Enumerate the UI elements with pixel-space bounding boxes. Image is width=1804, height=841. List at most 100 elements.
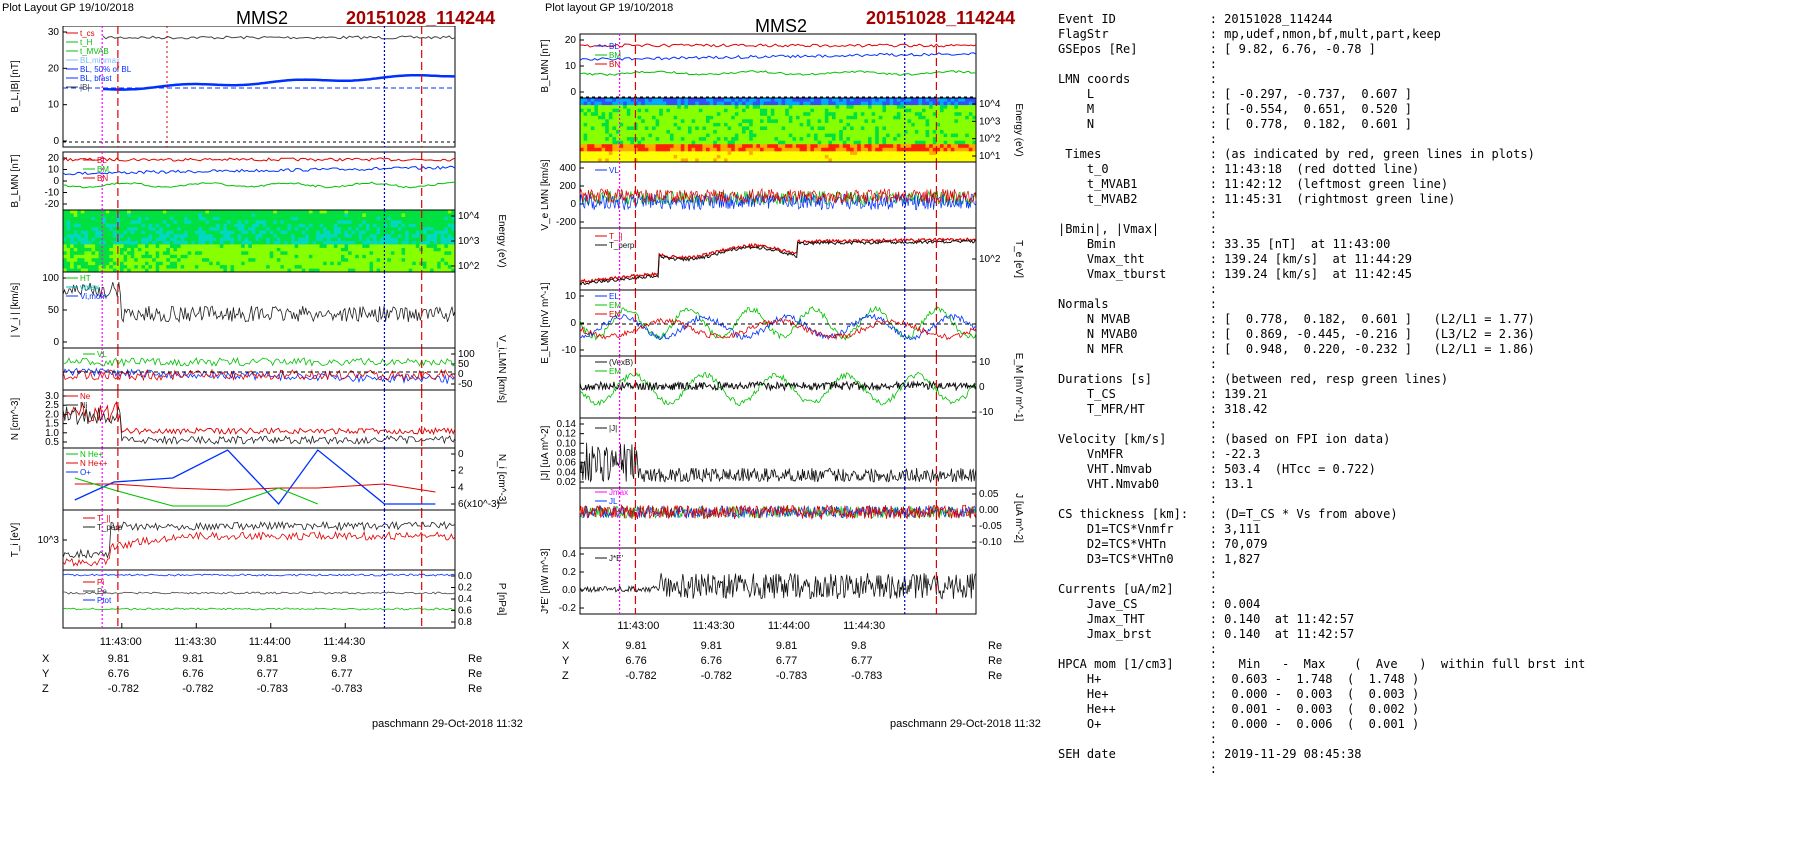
spectrogram-cell <box>896 144 901 149</box>
spectrogram-cell <box>846 101 851 106</box>
spectrogram-cell <box>752 112 757 117</box>
spectrogram-cell <box>648 140 653 145</box>
spectrogram-cell <box>698 144 703 149</box>
spectrogram-cell <box>860 112 865 117</box>
spectrogram-cell <box>972 105 977 110</box>
spectrogram-cell <box>634 119 638 124</box>
spectrogram-cell <box>644 126 649 131</box>
spectrogram-cell <box>444 220 449 225</box>
spectrogram-cell <box>251 251 256 256</box>
spectrogram-cell <box>415 234 420 238</box>
spectrogram-cell <box>248 227 253 231</box>
spectrogram-cell <box>155 241 160 245</box>
spectrogram-cell <box>853 151 858 156</box>
spectrogram-cell <box>677 126 682 131</box>
spectrogram-cell <box>720 151 725 156</box>
spectrogram-cell <box>904 140 908 145</box>
spectrogram-cell <box>817 122 822 127</box>
spectrogram-cell <box>255 230 260 235</box>
spectrogram-cell <box>109 237 114 242</box>
spectrogram-cell <box>155 220 160 225</box>
spectrogram-cell <box>319 244 324 249</box>
spectrogram-cell <box>415 241 420 245</box>
spectrogram-cell <box>680 122 685 127</box>
spectrogram-cell <box>105 210 110 214</box>
spectrogram-cell <box>662 154 667 159</box>
spectrogram-cell <box>846 133 851 138</box>
spectrogram-cell <box>904 98 908 102</box>
spectrogram-cell <box>680 126 685 131</box>
spectrogram-cell <box>623 147 628 152</box>
spectrogram-cell <box>365 227 370 231</box>
spectrogram-cell <box>824 137 829 142</box>
spectrogram-cell <box>583 133 588 138</box>
spectrogram-cell <box>394 244 399 249</box>
spectrogram-cell <box>940 137 944 142</box>
spectrogram-cell <box>191 220 196 225</box>
spectrogram-cell <box>875 158 880 163</box>
spectrogram-cell <box>433 210 438 214</box>
spectrogram-cell <box>422 258 427 262</box>
spectrogram-cell <box>738 112 743 117</box>
spectrogram-cell <box>918 126 923 131</box>
spectrogram-cell <box>716 105 721 110</box>
spectrogram-cell <box>123 258 128 262</box>
spectrogram-cell <box>451 216 456 221</box>
spectrogram-cell <box>684 151 689 156</box>
spectrogram-cell <box>914 98 919 102</box>
spectrogram-cell <box>369 223 374 228</box>
spectrogram-cell <box>904 158 908 163</box>
spectrogram-cell <box>648 130 653 134</box>
spectrogram-cell <box>358 265 363 269</box>
spectrogram-cell <box>84 234 89 238</box>
spectrogram-cell <box>666 144 671 149</box>
spectrogram-cell <box>659 122 664 127</box>
spectrogram-cell <box>626 133 631 138</box>
spectrogram-cell <box>634 140 638 145</box>
spectrogram-cell <box>344 254 349 259</box>
spectrogram-cell <box>868 151 872 156</box>
spectrogram-cell <box>878 105 883 110</box>
spectrogram-cell <box>943 108 948 113</box>
spectrogram-cell <box>587 98 592 102</box>
spectrogram-cell <box>70 223 75 228</box>
spectrogram-cell <box>226 258 231 262</box>
spectrogram-cell <box>137 223 142 228</box>
spectrogram-cell <box>684 130 689 134</box>
spectrogram-cell <box>846 147 851 152</box>
spectrogram-cell <box>868 133 872 138</box>
spectrogram-cell <box>785 137 790 142</box>
spectrogram-cell <box>706 144 710 149</box>
spectrogram-cell <box>341 254 345 259</box>
spectrogram-cell <box>828 133 833 138</box>
spectrogram-cell <box>972 122 977 127</box>
spectrogram-cell <box>594 130 599 134</box>
spectrogram-cell <box>796 105 800 110</box>
spectrogram-cell <box>187 261 192 266</box>
spectrogram-cell <box>749 115 754 120</box>
series-line-JE <box>579 572 977 600</box>
spectrogram-cell <box>619 122 624 127</box>
spectrogram-cell <box>415 230 420 235</box>
spectrogram-cell <box>301 258 306 262</box>
spectrogram-cell <box>842 158 847 163</box>
spectrogram-cell <box>273 241 278 245</box>
spectrogram-cell <box>187 213 192 218</box>
spectrogram-cell <box>842 101 847 106</box>
spectrogram-cell <box>276 223 281 228</box>
spectrogram-cell <box>954 119 959 124</box>
tick-label: 0.5 <box>45 437 59 448</box>
spectrogram-cell <box>868 98 872 102</box>
spectrogram-cell <box>612 115 617 120</box>
spectrogram-cell <box>180 241 185 245</box>
spectrogram-cell <box>886 130 890 134</box>
spectrogram-cell <box>734 130 739 134</box>
panel-frame <box>62 447 456 511</box>
spectrogram-cell <box>738 122 743 127</box>
spectrogram-cell <box>655 122 660 127</box>
spectrogram-cell <box>276 244 281 249</box>
spectrogram-cell <box>116 210 121 214</box>
spectrogram-cell <box>860 101 865 106</box>
spectrogram-cell <box>860 105 865 110</box>
spectrogram-cell <box>835 158 840 163</box>
